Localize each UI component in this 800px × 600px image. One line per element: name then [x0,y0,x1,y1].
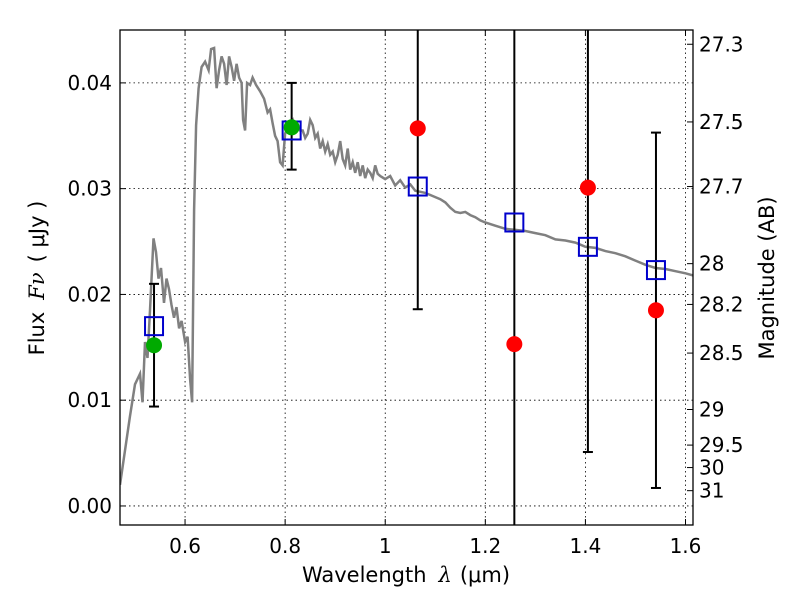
y2-tick-label: 27.3 [699,32,744,56]
y-tick-label: 0.02 [67,282,112,306]
nondetection-marker [647,302,664,319]
plot-frame [119,29,694,526]
y2-tick-label: 30 [699,456,724,480]
nondetection-marker [506,336,523,353]
x-tick-label: 1.4 [569,534,601,558]
y-axis-label: FluxFν( μJy ) [25,201,49,356]
y2-tick-label: 31 [699,479,724,503]
model-photometry-square [407,176,428,197]
y2-tick-label: 29.5 [699,433,744,457]
x-tick-label: 0.6 [169,534,201,558]
model-photometry-square [504,212,525,233]
tick-labels: 0.6 0.8 1 1.2 1.4 1.6 0.00 0.01 0.02 0.03 0.04 27.3… [67,32,743,558]
model-spectrum-line [120,46,693,485]
y2-tick-label: 27.5 [699,110,744,134]
x-tick-label: 1.2 [469,534,501,558]
x-tick-label: 1.6 [670,534,702,558]
detection-marker [146,337,163,354]
x-axis-label: Wavelength λ (μm) [302,563,510,587]
error-bars [149,30,661,525]
y-tick-label: 0.03 [67,177,112,201]
y2-tick-label: 29 [699,397,724,421]
grid-lines [120,30,693,525]
detection-marker [283,119,300,136]
y-tick-label: 0.04 [67,71,112,95]
x-tick-label: 1 [379,534,392,558]
plot-area [120,30,693,525]
nondetection-marker [579,179,596,196]
y-tick-label: 0.00 [67,494,112,518]
y2-tick-label: 28.5 [699,341,744,365]
y2-axis-label: Magnitude (AB) [755,196,779,359]
y2-tick-label: 28.2 [699,292,744,316]
y-tick-label: 0.01 [67,388,112,412]
model-photometry-square [577,236,598,257]
markers [144,119,666,354]
model-photometry-square [144,316,165,337]
x-tick-label: 0.8 [269,534,301,558]
nondetection-marker [409,120,426,137]
y2-tick-label: 28 [699,252,724,276]
model-photometry-square [645,260,666,281]
axis-ticks [120,30,693,525]
y2-tick-label: 27.7 [699,175,744,199]
